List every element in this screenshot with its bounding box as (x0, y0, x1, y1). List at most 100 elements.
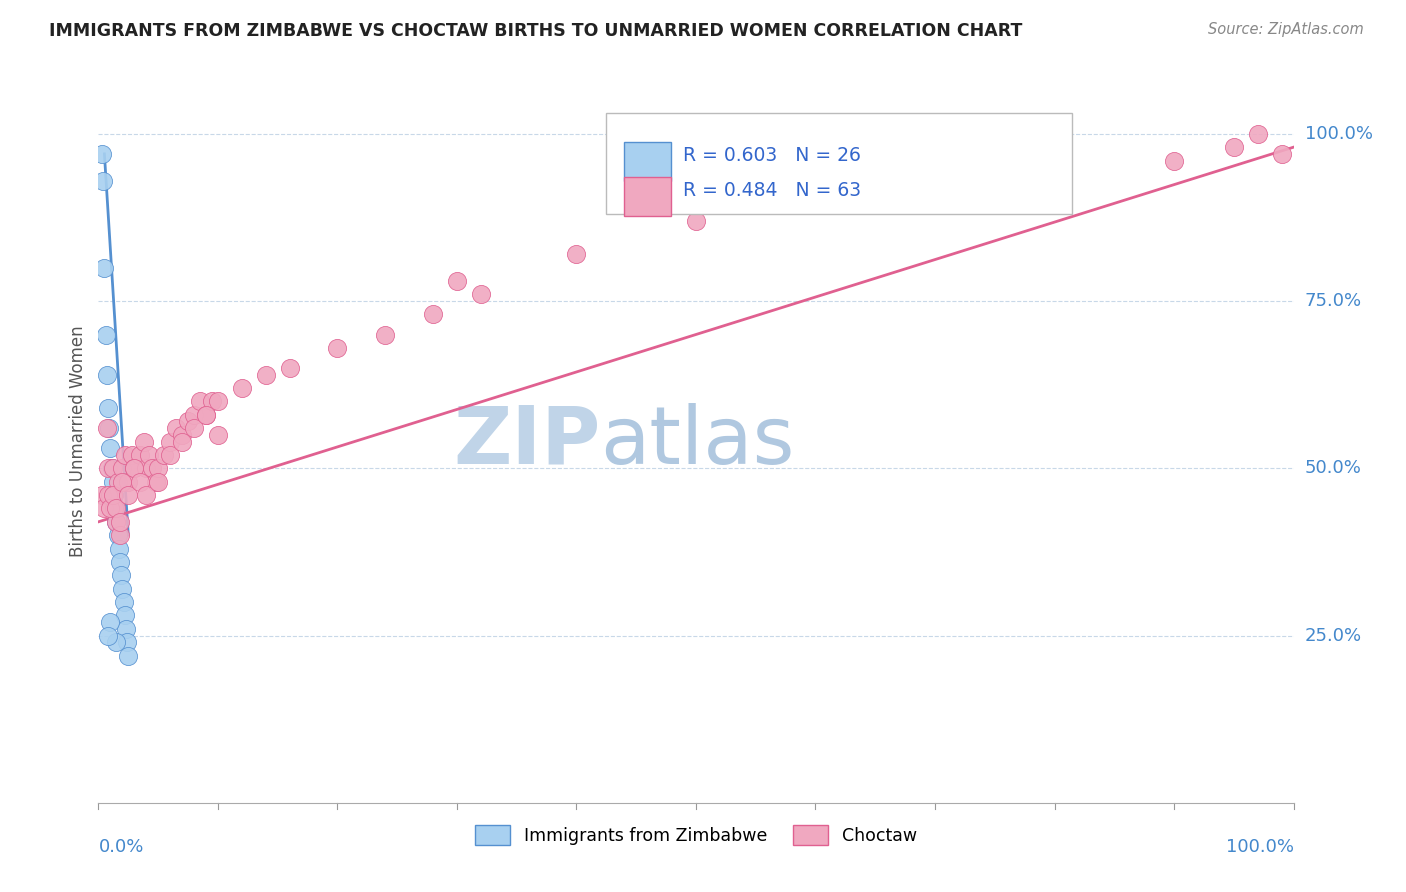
Point (114, 448, 136, 462)
Point (129, 475, 152, 489)
Text: 50.0%: 50.0% (1305, 459, 1361, 477)
Point (96, 421, 118, 435)
Point (1223, 140, 1246, 154)
Point (135, 461, 157, 475)
Text: 25.0%: 25.0% (1305, 626, 1362, 645)
Point (111, 582, 134, 596)
Point (201, 394, 224, 409)
Point (100, 461, 122, 475)
Text: ZIP: ZIP (453, 402, 600, 481)
Point (685, 214, 707, 228)
Point (96, 368, 118, 382)
Point (148, 475, 170, 489)
Point (97, 628, 120, 642)
Point (91, 488, 114, 502)
Point (115, 635, 138, 649)
Text: 100.0%: 100.0% (1305, 125, 1372, 143)
Text: IMMIGRANTS FROM ZIMBABWE VS CHOCTAW BIRTHS TO UNMARRIED WOMEN CORRELATION CHART: IMMIGRANTS FROM ZIMBABWE VS CHOCTAW BIRT… (49, 22, 1022, 40)
Point (172, 434, 194, 449)
Point (112, 595, 135, 609)
FancyBboxPatch shape (624, 142, 671, 181)
Point (254, 368, 277, 382)
Point (183, 408, 205, 422)
Point (105, 635, 128, 649)
Point (1271, 147, 1294, 161)
Point (422, 307, 444, 322)
Point (231, 381, 253, 395)
Point (446, 274, 468, 288)
Point (132, 434, 155, 449)
Point (105, 515, 128, 529)
Point (110, 568, 132, 582)
Point (195, 408, 218, 422)
Point (124, 461, 146, 475)
Point (93, 260, 115, 275)
Point (165, 421, 187, 435)
Point (138, 448, 160, 462)
Point (111, 461, 134, 475)
Point (97, 461, 120, 475)
Point (98, 501, 122, 516)
Point (94, 327, 117, 342)
Point (135, 488, 157, 502)
Point (97, 401, 120, 416)
Point (98, 488, 122, 502)
FancyBboxPatch shape (606, 112, 1073, 214)
Point (207, 394, 229, 409)
Point (107, 475, 129, 489)
Point (117, 648, 139, 663)
Point (101, 488, 124, 502)
Point (207, 427, 229, 442)
Point (159, 448, 181, 462)
Point (148, 461, 170, 475)
Text: atlas: atlas (600, 402, 794, 481)
Point (108, 528, 131, 542)
Point (107, 541, 129, 556)
Point (172, 427, 194, 442)
Point (117, 475, 139, 489)
Point (470, 287, 492, 301)
Point (107, 528, 129, 542)
Point (188, 394, 211, 409)
Point (183, 421, 205, 435)
Point (97, 488, 120, 502)
Point (93, 501, 115, 516)
Point (91, 173, 114, 188)
Text: 75.0%: 75.0% (1305, 292, 1362, 310)
Point (98, 615, 122, 630)
Point (105, 501, 128, 516)
Point (1247, 127, 1270, 141)
Point (124, 461, 146, 475)
Point (326, 341, 349, 355)
Y-axis label: Births to Unmarried Women: Births to Unmarried Women (69, 326, 87, 558)
Point (115, 622, 138, 636)
Point (153, 448, 176, 462)
Text: 0.0%: 0.0% (98, 838, 143, 855)
Point (108, 555, 131, 569)
Point (121, 448, 143, 462)
Point (1163, 153, 1185, 168)
Point (177, 414, 200, 429)
Text: 100.0%: 100.0% (1226, 838, 1294, 855)
Point (98, 421, 121, 435)
Point (141, 461, 163, 475)
Point (98, 442, 122, 455)
Point (117, 488, 139, 502)
Point (91, 147, 114, 161)
Point (145, 475, 167, 489)
Point (101, 475, 124, 489)
Point (278, 361, 301, 376)
Point (159, 434, 181, 449)
Point (374, 327, 396, 342)
Legend: Immigrants from Zimbabwe, Choctaw: Immigrants from Zimbabwe, Choctaw (468, 818, 924, 852)
Text: Source: ZipAtlas.com: Source: ZipAtlas.com (1208, 22, 1364, 37)
FancyBboxPatch shape (624, 177, 671, 216)
Point (565, 247, 588, 261)
Point (129, 448, 152, 462)
Point (103, 488, 125, 502)
Point (104, 501, 127, 516)
Point (103, 501, 125, 516)
Point (1043, 161, 1066, 175)
Text: R = 0.603   N = 26: R = 0.603 N = 26 (683, 146, 860, 165)
Point (195, 408, 218, 422)
